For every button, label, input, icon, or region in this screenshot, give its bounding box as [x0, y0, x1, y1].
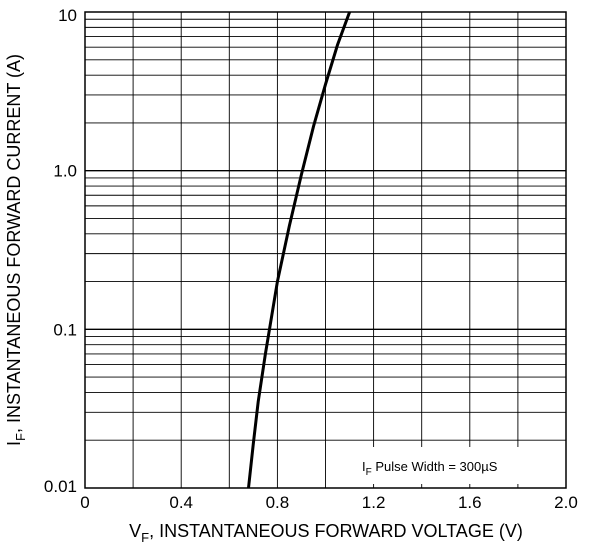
major-grid: [85, 169, 566, 331]
x-tick-label: 2.0: [554, 493, 578, 512]
series-curve: [247, 11, 352, 489]
x-tick-label: 0: [80, 493, 89, 512]
y-axis-label: IF, INSTANTANEOUS FORWARD CURRENT (A): [4, 54, 28, 446]
y-tick-label: 10: [58, 6, 77, 25]
x-tick-label: 1.6: [458, 493, 482, 512]
x-tick-label: 0.4: [169, 493, 193, 512]
y-tick-label: 0.01: [44, 477, 77, 496]
y-tick-label: 0.1: [53, 320, 77, 339]
y-tick-label: 1.0: [53, 162, 77, 181]
x-tick-labels: 0 0.4 0.8 1.2 1.6 2.0: [80, 493, 578, 512]
plot-frame: [84, 11, 567, 489]
annotation-label: IF Pulse Width = 300µS: [362, 459, 498, 478]
minor-grid: [85, 12, 566, 488]
annotation-box: IF Pulse Width = 300µS: [352, 447, 550, 484]
x-axis-label: VF, INSTANTANEOUS FORWARD VOLTAGE (V): [129, 521, 523, 545]
x-tick-label: 1.2: [362, 493, 386, 512]
y-tick-labels: 0.01 0.1 1.0 10: [44, 6, 77, 496]
x-tick-label: 0.8: [266, 493, 290, 512]
